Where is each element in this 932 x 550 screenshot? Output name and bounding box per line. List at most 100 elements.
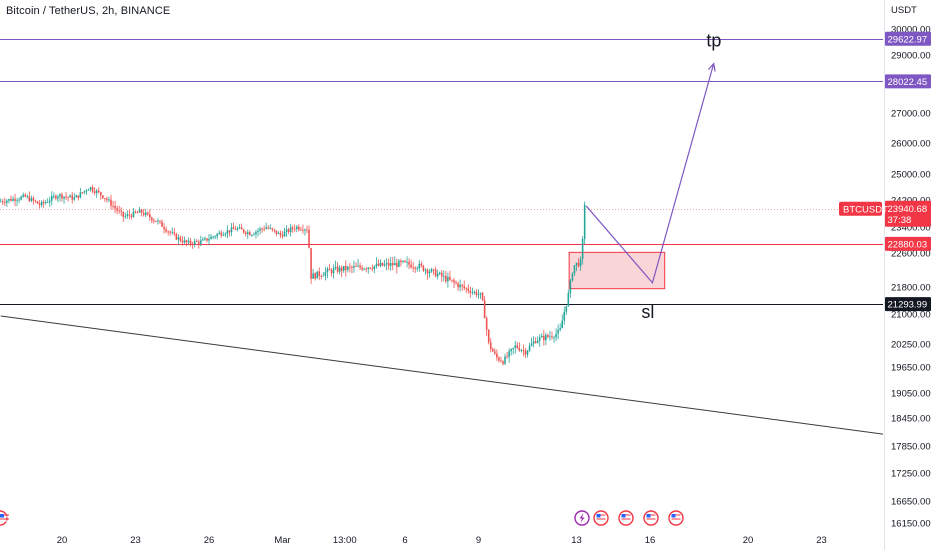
candle bbox=[583, 201, 586, 245]
candle bbox=[430, 267, 433, 273]
candle bbox=[116, 205, 118, 215]
candle bbox=[579, 256, 582, 272]
entry-price-label: 22880.03 bbox=[885, 236, 931, 251]
candle bbox=[226, 225, 229, 239]
candle bbox=[16, 197, 18, 207]
candle bbox=[553, 335, 555, 343]
candle bbox=[293, 224, 296, 232]
candle bbox=[14, 193, 16, 207]
candle bbox=[463, 280, 466, 291]
candle bbox=[67, 196, 69, 202]
candle bbox=[259, 226, 261, 235]
candle bbox=[281, 231, 284, 239]
candle bbox=[324, 267, 327, 281]
candle bbox=[124, 212, 127, 219]
candle bbox=[79, 187, 82, 199]
candle bbox=[85, 189, 88, 195]
candle bbox=[183, 236, 186, 244]
candle bbox=[520, 348, 523, 353]
price-axis[interactable]: USDT30000.0029000.0028000.0027000.002600… bbox=[884, 0, 932, 550]
svg-text:28022.45: 28022.45 bbox=[888, 77, 928, 88]
candle bbox=[195, 239, 198, 243]
candle bbox=[114, 200, 116, 214]
candle bbox=[312, 268, 314, 279]
annotation-tp[interactable]: tp bbox=[706, 30, 721, 50]
candle bbox=[110, 194, 112, 210]
candle bbox=[24, 193, 27, 198]
us-flag-icon[interactable] bbox=[618, 510, 634, 526]
candle bbox=[234, 225, 237, 231]
svg-text:29622.97: 29622.97 bbox=[888, 34, 928, 45]
y-tick-label: 29000.00 bbox=[891, 51, 931, 62]
time-axis[interactable]: 20 23 26 Mar 13:00 6 9 13 16 20 23 bbox=[57, 535, 827, 546]
demand-zone[interactable] bbox=[568, 251, 666, 290]
candle bbox=[351, 264, 353, 274]
candle bbox=[445, 270, 447, 284]
candle bbox=[53, 192, 55, 199]
candle bbox=[447, 272, 449, 288]
candle bbox=[44, 199, 47, 205]
candle bbox=[424, 267, 427, 275]
candle bbox=[434, 266, 437, 278]
x-tick-label: 26 bbox=[204, 535, 215, 546]
candle bbox=[383, 259, 386, 267]
tp-1-price-label: 28022.45 bbox=[885, 74, 931, 89]
candle bbox=[559, 323, 561, 332]
candle bbox=[236, 226, 239, 232]
candle bbox=[22, 192, 25, 198]
candle bbox=[251, 234, 253, 237]
candle bbox=[261, 227, 263, 233]
x-tick-label: 13 bbox=[571, 535, 582, 546]
annotation-sl[interactable]: sl bbox=[641, 302, 654, 322]
plot-area[interactable]: tp sl bbox=[0, 30, 902, 436]
x-tick-label: 20 bbox=[57, 535, 68, 546]
candle bbox=[449, 270, 451, 281]
candle bbox=[144, 209, 147, 218]
events-row bbox=[0, 510, 684, 526]
candle bbox=[400, 258, 402, 267]
candle bbox=[532, 335, 535, 348]
candle bbox=[422, 264, 425, 272]
candle bbox=[159, 220, 161, 224]
candle bbox=[157, 218, 159, 225]
candle bbox=[457, 281, 459, 291]
candle bbox=[428, 269, 431, 278]
candle bbox=[134, 210, 137, 214]
candle bbox=[126, 210, 129, 219]
us-flag-icon[interactable] bbox=[593, 510, 609, 526]
projection-path[interactable] bbox=[585, 63, 715, 284]
candle bbox=[365, 266, 368, 273]
candle bbox=[220, 230, 223, 238]
candle bbox=[4, 197, 6, 206]
us-flag-icon[interactable] bbox=[0, 510, 9, 526]
candle bbox=[218, 230, 221, 235]
candle bbox=[197, 239, 200, 249]
y-tick-label: 27000.00 bbox=[891, 109, 931, 120]
candle bbox=[489, 338, 492, 353]
candle bbox=[508, 348, 510, 363]
candle bbox=[461, 283, 463, 291]
candle bbox=[187, 237, 190, 245]
us-flag-icon[interactable] bbox=[668, 510, 684, 526]
candle bbox=[451, 279, 453, 283]
candle bbox=[316, 271, 319, 279]
candle bbox=[530, 337, 533, 347]
projection-arrowhead bbox=[707, 62, 716, 72]
candle bbox=[361, 265, 363, 272]
x-tick-label: 6 bbox=[402, 535, 407, 546]
candle bbox=[551, 331, 553, 340]
candle bbox=[543, 329, 545, 346]
x-tick-label: 16 bbox=[645, 535, 656, 546]
y-tick-label: 21800.00 bbox=[891, 283, 931, 294]
candle bbox=[375, 257, 378, 269]
lightning-icon[interactable] bbox=[574, 510, 590, 526]
trend-line[interactable] bbox=[0, 315, 903, 437]
candle bbox=[73, 192, 76, 201]
candle bbox=[455, 280, 457, 285]
candle bbox=[26, 194, 29, 199]
candle bbox=[522, 344, 525, 357]
y-tick-label: 26000.00 bbox=[891, 139, 931, 150]
us-flag-icon[interactable] bbox=[643, 510, 659, 526]
